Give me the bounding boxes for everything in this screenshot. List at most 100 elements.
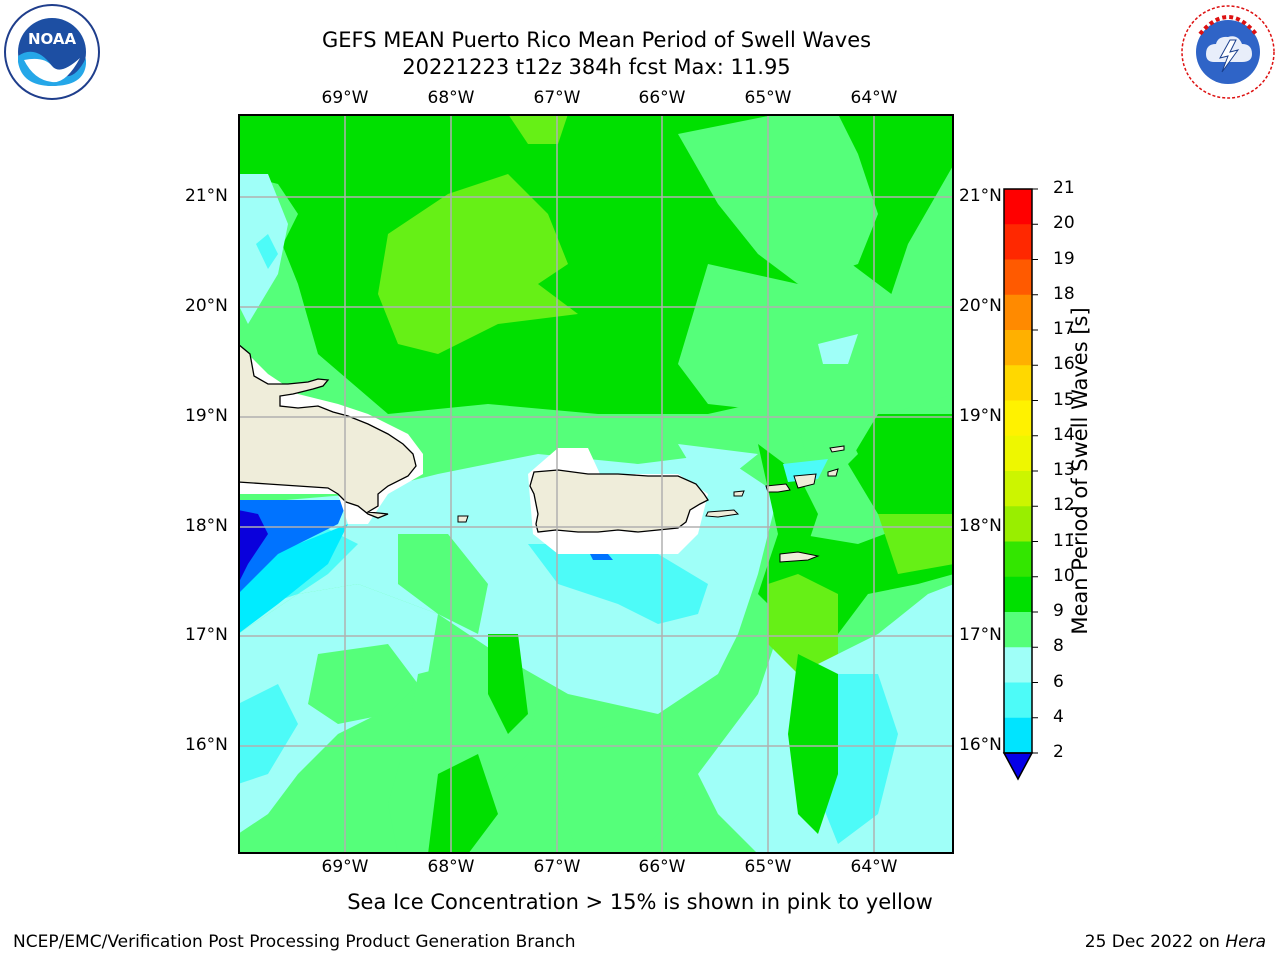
colorbar-tick-label: 11 (1053, 530, 1075, 551)
colorbar (1002, 188, 1038, 781)
dark-green-south-1 (428, 754, 498, 854)
lime-patch-north (378, 174, 578, 354)
colorbar-tick-label: 16 (1053, 354, 1075, 375)
dark-green-south-2 (488, 634, 528, 734)
colorbar-segment (1004, 400, 1032, 437)
island-culebra (733, 490, 745, 497)
blue-west (238, 500, 348, 594)
lime-patch-east (878, 514, 954, 574)
colorbar-tick-label: 20 (1053, 213, 1075, 234)
footer-date-text: 25 Dec 2022 on (1084, 932, 1226, 952)
lat-label-right-19n: 19°N (959, 406, 1002, 426)
island-anegada (829, 445, 845, 453)
green-south-1 (398, 534, 488, 634)
lon-label-bottom-64w: 64°W (850, 857, 898, 877)
cyan-light-east-island (678, 444, 758, 494)
lon-label-top-69w: 69°W (321, 88, 369, 108)
colorbar-label: Mean Period of Swell Waves [s] (1068, 307, 1092, 635)
colorbar-tick-label: 13 (1053, 460, 1075, 480)
noaa-text: NOAA (28, 30, 77, 48)
lat-label-left-21n: 21°N (185, 186, 228, 206)
lime-patch-south (768, 574, 838, 674)
blue-dot-south-pr (590, 554, 613, 560)
footer-credit: NCEP/EMC/Verification Post Processing Pr… (13, 932, 576, 952)
colorbar-tick-label: 10 (1053, 565, 1075, 586)
cyan-deep-west (238, 524, 348, 634)
colorbar-segment (1004, 294, 1032, 331)
colorbar-tick-label: 18 (1053, 283, 1075, 304)
lon-label-top-65w: 65°W (744, 88, 792, 108)
land-hispaniola (238, 343, 417, 519)
colorbar-tick-label: 2 (1053, 742, 1064, 762)
lat-label-left-19n: 19°N (185, 406, 228, 426)
map-title: GEFS MEAN Puerto Rico Mean Period of Swe… (321, 28, 872, 52)
dark-green-south-3 (788, 654, 838, 834)
lat-label-right-18n: 18°N (959, 516, 1002, 536)
lon-label-bottom-66w: 66°W (638, 857, 686, 877)
lon-label-bottom-68w: 68°W (427, 857, 475, 877)
colorbar-tick-label: 21 (1053, 178, 1075, 198)
colorbar-tick-label: 14 (1053, 424, 1075, 445)
colorbar-segment (1004, 682, 1032, 719)
lat-label-left-17n: 17°N (185, 625, 228, 645)
lat-label-left-18n: 18°N (185, 516, 228, 536)
lon-label-top-66w: 66°W (638, 88, 686, 108)
footer-date: 25 Dec 2022 on Hera (1085, 932, 1266, 952)
swell-period-map (238, 114, 954, 854)
colorbar-ticks (1032, 188, 1038, 754)
lat-label-right-17n: 17°N (959, 625, 1002, 645)
colorbar-segment (1004, 541, 1032, 578)
colorbar-segment (1004, 435, 1032, 472)
cyan-patch-ne (818, 334, 858, 364)
nws-logo (1180, 4, 1276, 100)
colorbar-segment (1004, 717, 1032, 754)
island-mona (457, 515, 469, 523)
noaa-logo: NOAA (4, 4, 100, 100)
colorbar-segment (1004, 365, 1032, 401)
colorbar-tick-label: 4 (1053, 706, 1064, 727)
map-gridlines (238, 114, 954, 854)
island-virgin-gorda (827, 468, 839, 477)
colorbar-tick-label: 8 (1053, 636, 1064, 657)
navy-west (238, 510, 268, 584)
lime-patch-top (508, 114, 568, 144)
green-south-4 (558, 714, 698, 854)
cyan-dot-nw (256, 234, 278, 269)
land-puerto-rico (529, 469, 709, 533)
lon-label-top-68w: 68°W (427, 88, 475, 108)
colorbar-tick-label: 15 (1053, 389, 1075, 410)
lat-label-left-20n: 20°N (185, 296, 228, 316)
island-st-thomas (765, 483, 791, 493)
footer-machine: Hera (1225, 932, 1266, 952)
island-st-croix (779, 551, 820, 563)
lon-label-top-67w: 67°W (533, 88, 581, 108)
map-frame (238, 114, 954, 854)
colorbar-segment (1004, 471, 1032, 507)
colorbar-segment (1004, 647, 1032, 683)
colorbar-segment (1004, 259, 1032, 296)
colorbar-extension (1002, 752, 1034, 781)
lat-label-right-16n: 16°N (959, 735, 1002, 755)
island-vieques (705, 509, 740, 518)
green-east-patch (798, 414, 858, 474)
colorbar-segment (1004, 506, 1032, 542)
lat-label-left-16n: 16°N (185, 735, 228, 755)
colorbar-tick-label: 17 (1053, 319, 1075, 339)
light-green-east (678, 254, 954, 414)
sea-ice-caption: Sea Ice Concentration > 15% is shown in … (347, 890, 933, 914)
island-tortola (793, 473, 817, 489)
light-green-northeast (678, 114, 878, 284)
lon-label-bottom-65w: 65°W (744, 857, 792, 877)
cyan-mid-south-pr (528, 544, 708, 624)
colorbar-tick-label: 12 (1053, 495, 1075, 516)
colorbar-tick-label: 6 (1053, 671, 1064, 692)
lon-label-bottom-69w: 69°W (321, 857, 369, 877)
colorbar-segment (1004, 330, 1032, 366)
colorbar-segment (1004, 576, 1032, 613)
colorbar-segment (1004, 612, 1032, 648)
map-subtitle: 20221223 t12z 384h fcst Max: 11.95 (402, 55, 791, 79)
colorbar-tick-label: 19 (1053, 248, 1075, 269)
colorbar-tick-label: 9 (1053, 601, 1064, 621)
green-south-2 (308, 644, 418, 724)
lat-label-right-20n: 20°N (959, 296, 1002, 316)
